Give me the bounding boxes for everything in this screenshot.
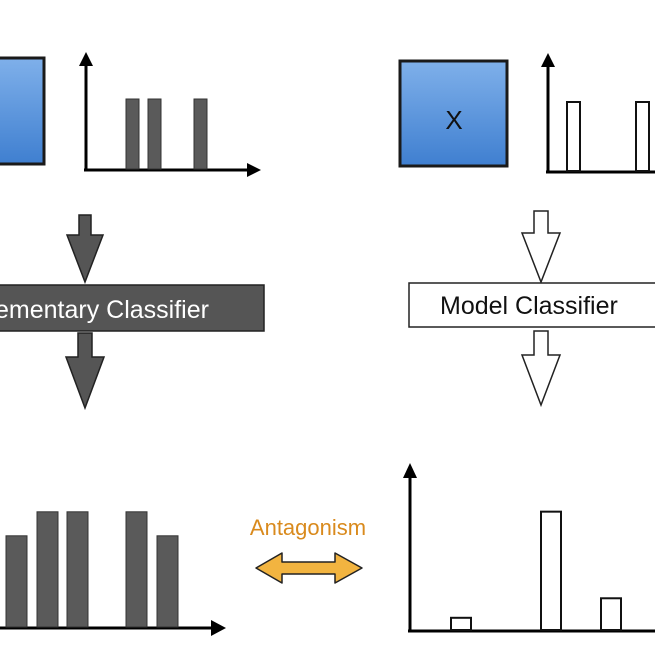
double-headed-arrow xyxy=(255,552,363,584)
antagonism-relation: Antagonism xyxy=(250,515,366,584)
right-classifier-box xyxy=(408,282,655,328)
left-bottom-bar-2 xyxy=(36,511,59,628)
right-panel: X Model Classifier xyxy=(398,53,655,633)
right-input-label: X xyxy=(445,105,462,135)
left-top-bar-2 xyxy=(147,98,162,170)
right-bottom-bar-2 xyxy=(540,510,562,631)
left-top-x-arrowhead xyxy=(247,163,261,177)
left-bottom-histogram xyxy=(0,511,226,636)
left-panel: ementary Classifier xyxy=(0,52,265,636)
left-bottom-bar-3 xyxy=(66,511,89,628)
right-bottom-bar-3 xyxy=(600,597,622,632)
right-top-histogram xyxy=(541,53,655,174)
left-bottom-bar-4 xyxy=(125,511,148,628)
left-top-bar-3 xyxy=(193,98,208,170)
right-top-bar-2 xyxy=(635,101,650,172)
left-down-arrow-1 xyxy=(65,214,105,285)
left-bottom-bar-5 xyxy=(156,535,179,628)
left-top-y-arrowhead xyxy=(79,52,93,66)
right-down-arrow-1 xyxy=(520,210,562,285)
left-top-histogram xyxy=(79,52,261,177)
right-top-bar-1 xyxy=(566,101,581,172)
left-bottom-x-arrowhead xyxy=(211,620,226,636)
right-bottom-histogram xyxy=(403,463,655,633)
right-input-box xyxy=(398,59,509,168)
antagonism-label: Antagonism xyxy=(250,515,366,540)
right-bottom-bar-1 xyxy=(450,616,472,631)
left-down-arrow-2 xyxy=(64,332,106,411)
left-input-box xyxy=(0,56,46,166)
left-classifier-label: ementary Classifier xyxy=(0,296,209,324)
left-classifier-box xyxy=(0,284,265,332)
right-top-y-arrowhead xyxy=(541,53,555,67)
right-classifier-label: Model Classifier xyxy=(440,292,618,320)
left-top-bar-1 xyxy=(125,98,140,170)
left-bottom-bar-1 xyxy=(5,535,28,628)
right-down-arrow-2 xyxy=(520,330,562,408)
right-bottom-y-arrowhead xyxy=(403,463,417,478)
